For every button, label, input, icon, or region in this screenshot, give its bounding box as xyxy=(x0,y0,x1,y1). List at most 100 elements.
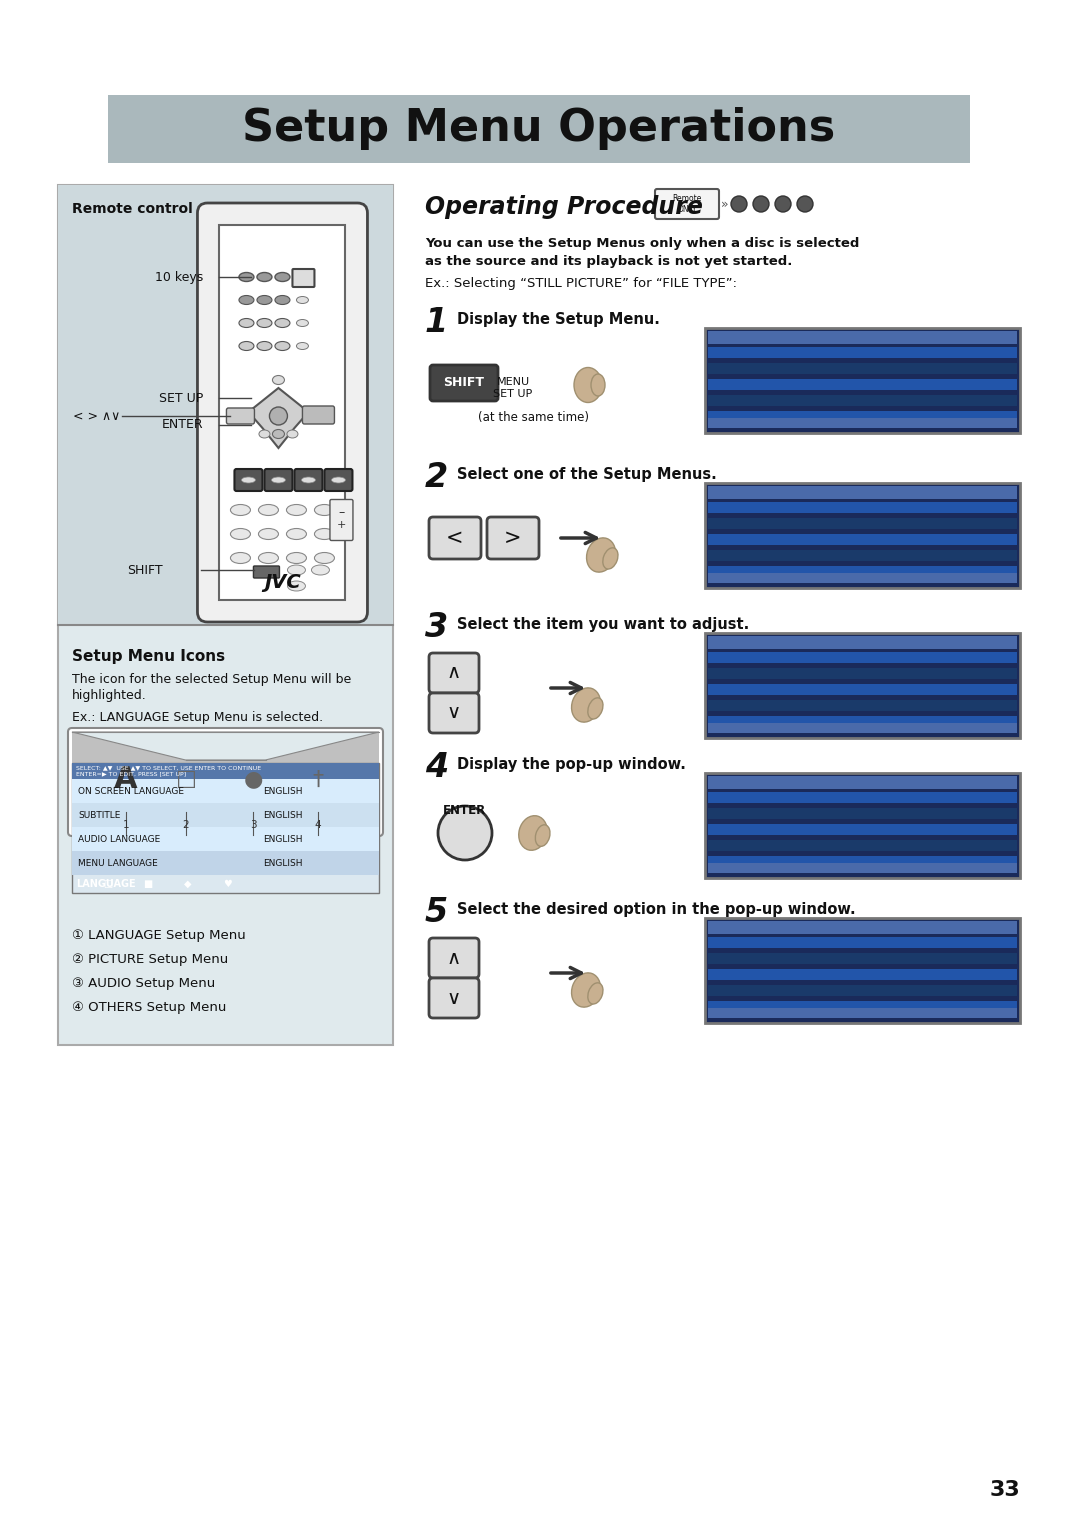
Text: Setup Menu Operations: Setup Menu Operations xyxy=(242,107,836,150)
Text: 1: 1 xyxy=(123,821,130,830)
Text: A: A xyxy=(114,766,138,795)
Ellipse shape xyxy=(239,318,254,327)
FancyBboxPatch shape xyxy=(295,469,323,490)
Ellipse shape xyxy=(286,553,307,564)
Ellipse shape xyxy=(258,529,279,539)
Text: 4: 4 xyxy=(314,821,322,830)
Ellipse shape xyxy=(775,196,791,212)
Text: The icon for the selected Setup Menu will be: The icon for the selected Setup Menu wil… xyxy=(72,672,351,686)
Polygon shape xyxy=(72,732,379,759)
Text: AUDIO LANGUAGE: AUDIO LANGUAGE xyxy=(78,834,160,843)
Text: SUBTITLE: SUBTITLE xyxy=(78,810,120,819)
FancyBboxPatch shape xyxy=(708,573,1017,584)
Text: < > ∧∨: < > ∧∨ xyxy=(72,410,120,423)
Text: +: + xyxy=(337,520,346,530)
Ellipse shape xyxy=(286,529,307,539)
Text: <: < xyxy=(446,529,463,549)
Ellipse shape xyxy=(239,341,254,350)
Ellipse shape xyxy=(314,504,335,515)
FancyBboxPatch shape xyxy=(708,503,1017,513)
Text: ∧: ∧ xyxy=(447,663,461,683)
Text: 10 keys: 10 keys xyxy=(154,270,203,284)
FancyBboxPatch shape xyxy=(429,938,480,978)
FancyBboxPatch shape xyxy=(708,419,1017,428)
Text: ③ AUDIO Setup Menu: ③ AUDIO Setup Menu xyxy=(72,976,215,990)
Ellipse shape xyxy=(296,319,309,327)
FancyBboxPatch shape xyxy=(654,189,719,219)
Ellipse shape xyxy=(275,272,289,281)
FancyBboxPatch shape xyxy=(708,792,1017,804)
Text: Display the pop-up window.: Display the pop-up window. xyxy=(457,756,686,772)
Ellipse shape xyxy=(296,296,309,304)
Text: 5: 5 xyxy=(426,895,448,929)
Text: ●: ● xyxy=(243,770,262,790)
Text: ② PICTURE Setup Menu: ② PICTURE Setup Menu xyxy=(72,952,228,966)
FancyBboxPatch shape xyxy=(708,668,1017,678)
FancyBboxPatch shape xyxy=(708,533,1017,545)
FancyBboxPatch shape xyxy=(58,185,393,625)
Text: MENU
SET UP: MENU SET UP xyxy=(494,377,532,399)
Text: You can use the Setup Menus only when a disc is selected: You can use the Setup Menus only when a … xyxy=(426,237,860,251)
FancyBboxPatch shape xyxy=(708,550,1017,561)
FancyBboxPatch shape xyxy=(708,379,1017,390)
Text: 3: 3 xyxy=(249,821,256,830)
FancyBboxPatch shape xyxy=(429,652,480,694)
Text: SHIFT: SHIFT xyxy=(127,564,163,576)
FancyBboxPatch shape xyxy=(429,694,480,733)
Ellipse shape xyxy=(571,973,600,1007)
Text: »: » xyxy=(721,197,729,211)
Text: ENGLISH: ENGLISH xyxy=(264,859,302,868)
Ellipse shape xyxy=(258,553,279,564)
Text: 3: 3 xyxy=(426,611,448,643)
FancyBboxPatch shape xyxy=(708,863,1017,872)
Text: ENGLISH: ENGLISH xyxy=(264,834,302,843)
FancyBboxPatch shape xyxy=(708,776,1017,788)
Ellipse shape xyxy=(257,272,272,281)
FancyBboxPatch shape xyxy=(487,516,539,559)
Ellipse shape xyxy=(275,341,289,350)
Ellipse shape xyxy=(258,504,279,515)
Ellipse shape xyxy=(314,529,335,539)
FancyBboxPatch shape xyxy=(108,95,970,163)
FancyBboxPatch shape xyxy=(72,732,379,817)
FancyBboxPatch shape xyxy=(705,633,1020,738)
FancyBboxPatch shape xyxy=(705,329,1020,432)
Text: ON SCREEN LANGUAGE: ON SCREEN LANGUAGE xyxy=(78,787,184,796)
FancyBboxPatch shape xyxy=(708,486,1017,500)
Ellipse shape xyxy=(588,698,603,720)
FancyBboxPatch shape xyxy=(708,808,1017,819)
FancyBboxPatch shape xyxy=(72,851,379,876)
FancyBboxPatch shape xyxy=(708,856,1017,866)
Text: Select the item you want to adjust.: Select the item you want to adjust. xyxy=(457,617,750,633)
Ellipse shape xyxy=(272,376,284,385)
Ellipse shape xyxy=(753,196,769,212)
FancyBboxPatch shape xyxy=(708,969,1017,979)
Ellipse shape xyxy=(242,477,256,483)
FancyBboxPatch shape xyxy=(68,727,383,836)
Ellipse shape xyxy=(591,374,605,396)
Text: ④ OTHERS Setup Menu: ④ OTHERS Setup Menu xyxy=(72,1001,227,1013)
Text: Display the Setup Menu.: Display the Setup Menu. xyxy=(457,312,660,327)
Text: JVC: JVC xyxy=(265,573,300,591)
Ellipse shape xyxy=(603,549,618,568)
Text: 2: 2 xyxy=(426,461,448,494)
Text: ♥: ♥ xyxy=(224,879,232,889)
FancyBboxPatch shape xyxy=(705,773,1020,879)
Ellipse shape xyxy=(272,429,284,439)
Text: LANGUAGE: LANGUAGE xyxy=(76,879,136,889)
Text: 2: 2 xyxy=(183,821,189,830)
Text: ∧: ∧ xyxy=(447,949,461,967)
Text: Setup Menu Icons: Setup Menu Icons xyxy=(72,649,225,665)
Ellipse shape xyxy=(731,196,747,212)
FancyBboxPatch shape xyxy=(72,762,379,779)
Text: SET UP: SET UP xyxy=(159,391,203,405)
FancyBboxPatch shape xyxy=(330,500,353,541)
Text: 4: 4 xyxy=(426,750,448,784)
FancyBboxPatch shape xyxy=(708,636,1017,649)
FancyBboxPatch shape xyxy=(708,921,1017,934)
Text: as the source and its playback is not yet started.: as the source and its playback is not ye… xyxy=(426,255,793,267)
Ellipse shape xyxy=(286,504,307,515)
Text: 1: 1 xyxy=(426,306,448,339)
FancyBboxPatch shape xyxy=(72,857,379,876)
Text: ENGLISH: ENGLISH xyxy=(264,810,302,819)
